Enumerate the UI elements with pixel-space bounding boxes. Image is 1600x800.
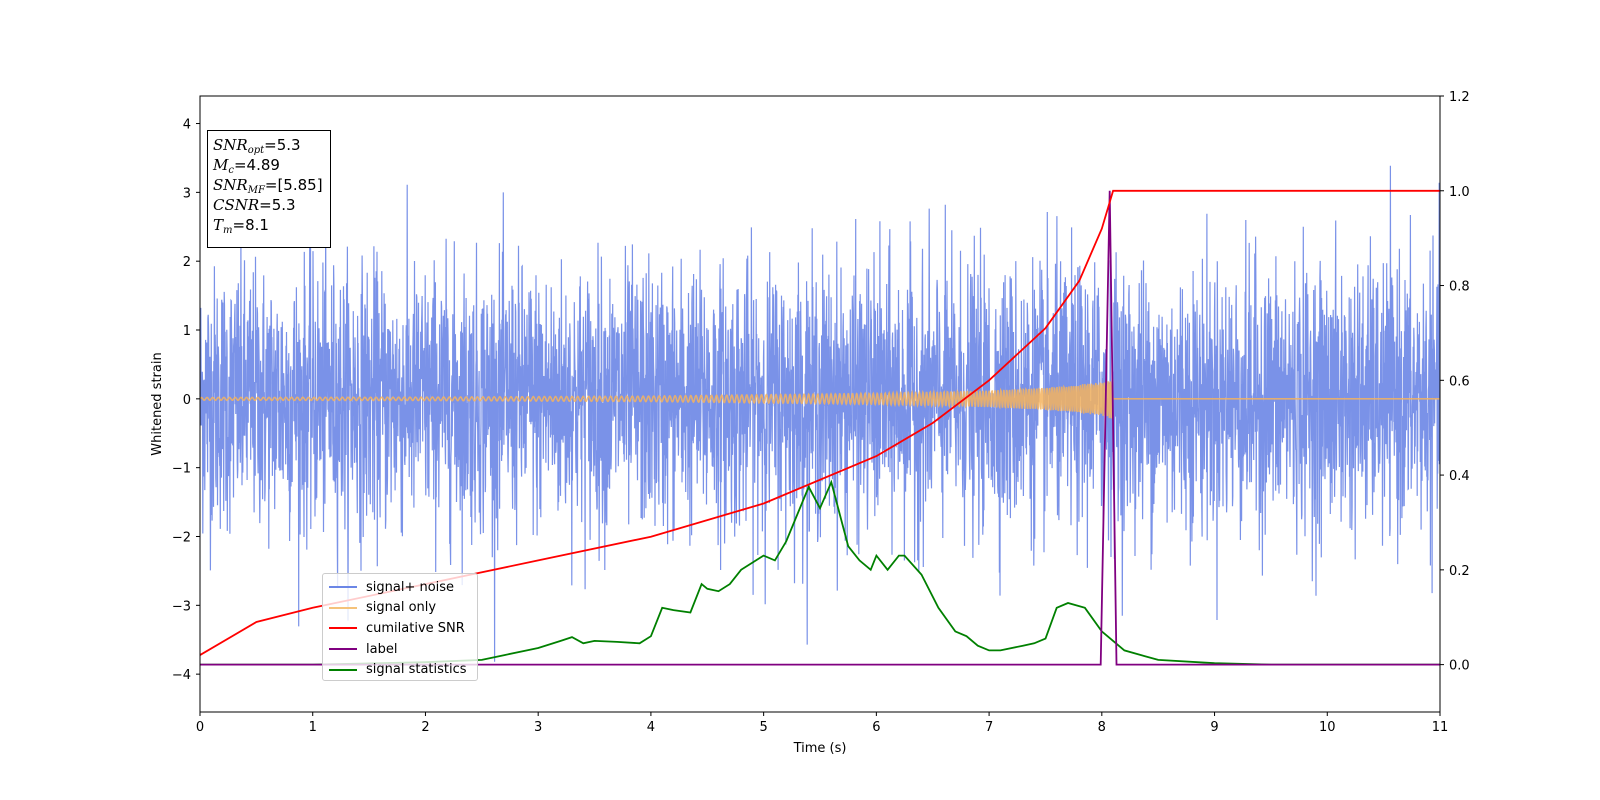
y-left-tick-label-7: 3 (183, 186, 191, 201)
annotation-symbol: M (213, 156, 229, 174)
series-signal-noise (200, 165, 1440, 662)
annotation-subscript: c (228, 165, 234, 176)
x-tick-label-4: 4 (647, 720, 655, 735)
annotation-line-2: SNRMF=[5.85] (213, 175, 330, 196)
x-axis-label: Time (s) (793, 741, 847, 756)
legend: signal+ noise signal only cumilative SNR… (322, 573, 478, 681)
signal-noise-line (200, 165, 1440, 662)
x-tick-label-3: 3 (534, 720, 542, 735)
x-tick-label-7: 7 (985, 720, 993, 735)
series-signal-only (200, 378, 1440, 419)
y-right-tick-label-0: 0.0 (1449, 659, 1470, 674)
legend-label-signal-statistics: signal statistics (366, 662, 467, 678)
y-axis-label: Whitened strain (150, 352, 165, 455)
y-right-tick-label-2: 0.4 (1449, 469, 1470, 484)
x-tick-label-1: 1 (309, 720, 317, 735)
y-left-tick-label-1: −3 (172, 599, 191, 614)
legend-label-signal-only: signal only (366, 600, 437, 616)
legend-item-signal-statistics: signal statistics (329, 659, 471, 680)
legend-item-cumulative-snr: cumilative SNR (329, 618, 471, 639)
x-tick-label-8: 8 (1098, 720, 1106, 735)
annotation-subscript: opt (247, 145, 265, 156)
y-right-tick-label-6: 1.2 (1449, 90, 1470, 105)
label-line (200, 190, 1440, 666)
y-right-tick-label-1: 0.2 (1449, 564, 1470, 579)
x-tick-label-6: 6 (872, 720, 880, 735)
annotation-symbol: SNR (213, 176, 248, 194)
y-left-tick-label-8: 4 (183, 118, 191, 133)
annotation-subscript: m (223, 225, 233, 236)
annotation-value: =[5.85] (264, 176, 323, 194)
annotation-value: =4.89 (233, 156, 280, 174)
y-axis-left: −4 −3 −2 −1 0 1 2 3 4 (172, 118, 200, 683)
y-right-tick-label-5: 1.0 (1449, 185, 1470, 200)
annotation-line-4: Tm=8.1 (213, 215, 330, 236)
annotation-symbol: T (213, 216, 224, 234)
signal-statistics-line (200, 479, 1440, 666)
legend-item-label: label (329, 639, 471, 660)
annotation-symbol: CSNR (213, 196, 260, 214)
plot-frame (199, 95, 1441, 713)
series-label (200, 190, 1440, 666)
legend-swatch-signal-only (329, 606, 357, 609)
annotation-line-0: SNRopt=5.3 (213, 135, 330, 156)
annotation-value: =8.1 (232, 216, 269, 234)
legend-swatch-signal-statistics (329, 668, 357, 671)
x-tick-label-11: 11 (1432, 720, 1449, 735)
annotation-line-3: CSNR=5.3 (213, 195, 330, 215)
annotation-line-1: Mc=4.89 (213, 155, 330, 176)
annotation-subscript: MF (247, 185, 265, 196)
x-axis: 0 1 2 3 4 5 6 7 8 9 10 11 (196, 712, 1448, 735)
annotation-value: =5.3 (259, 196, 296, 214)
y-axis-right: 0.0 0.2 0.4 0.6 0.8 1.0 1.2 (1440, 90, 1470, 674)
series-signal-statistics (200, 479, 1440, 666)
legend-label-label: label (366, 641, 398, 657)
legend-swatch-signal-noise (329, 586, 357, 589)
legend-item-signal-only: signal only (329, 598, 471, 619)
annotation-value: =5.3 (264, 136, 301, 154)
legend-swatch-cumulative-snr (329, 627, 357, 630)
x-tick-label-0: 0 (196, 720, 204, 735)
y-left-tick-label-3: −1 (172, 462, 191, 477)
y-right-tick-label-4: 0.8 (1449, 280, 1470, 295)
y-right-tick-label-3: 0.6 (1449, 374, 1470, 389)
signal-only-line (200, 378, 1440, 419)
x-tick-label-5: 5 (759, 720, 767, 735)
y-left-tick-label-0: −4 (172, 668, 191, 683)
x-tick-label-2: 2 (421, 720, 429, 735)
legend-label-signal-noise: signal+ noise (366, 579, 455, 595)
y-left-tick-label-5: 1 (183, 324, 191, 339)
x-tick-label-10: 10 (1319, 720, 1336, 735)
legend-item-signal-noise: signal+ noise (329, 577, 471, 598)
annotation-box: SNRopt=5.3 Mc=4.89 SNRMF=[5.85] CSNR=5.3 Tm=… (207, 130, 331, 248)
legend-swatch-label (329, 648, 357, 651)
y-left-tick-label-6: 2 (183, 255, 191, 270)
x-tick-label-9: 9 (1210, 720, 1218, 735)
y-left-tick-label-2: −2 (172, 530, 191, 545)
legend-label-cumulative-snr: cumilative SNR (366, 620, 465, 636)
y-left-tick-label-4: 0 (183, 393, 191, 408)
annotation-symbol: SNR (213, 136, 248, 154)
